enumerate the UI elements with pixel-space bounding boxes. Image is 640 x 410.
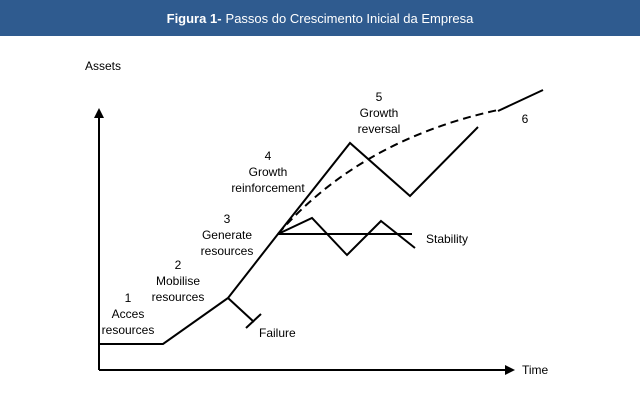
stage-text: Growth xyxy=(360,106,399,120)
stage-text: Acces xyxy=(112,307,145,321)
figure-label: Figura 1- xyxy=(166,10,222,26)
y-axis-label: Assets xyxy=(85,59,121,73)
header: Figura 1- Passos do Crescimento Inicial … xyxy=(0,0,640,36)
stability-zigzag xyxy=(277,216,416,257)
stage-text: resources xyxy=(152,290,205,304)
diagram: Assets Time Failure Stability 1 Acces reso… xyxy=(85,59,549,377)
stage-text: reversal xyxy=(358,122,401,136)
stage-number: 6 xyxy=(522,112,529,126)
stage-text: resources xyxy=(102,323,155,337)
figure-title: Passos do Crescimento Inicial da Empresa xyxy=(225,10,474,26)
stage-number: 3 xyxy=(224,212,231,226)
failure-branch xyxy=(227,297,255,323)
stage-number: 2 xyxy=(175,258,182,272)
growth-path xyxy=(99,126,479,345)
stage-text: Growth xyxy=(249,165,288,179)
growth-path-continuation xyxy=(497,89,544,112)
stage-text: Mobilise xyxy=(156,274,200,288)
failure-label: Failure xyxy=(259,326,296,340)
failure-stop xyxy=(245,313,262,329)
stage-number: 1 xyxy=(125,291,132,305)
x-axis-label: Time xyxy=(522,363,549,377)
stage-labels: 1 Acces resources 2 Mobilise resources 3 Genera… xyxy=(102,90,529,337)
stage-text: reinforcement xyxy=(231,181,305,195)
stage-text: resources xyxy=(201,244,254,258)
stage-number: 4 xyxy=(265,149,272,163)
dashed-growth-curve xyxy=(277,109,499,235)
stage-number: 5 xyxy=(376,90,383,104)
stability-label: Stability xyxy=(426,232,468,246)
stage-text: Generate xyxy=(202,228,252,242)
